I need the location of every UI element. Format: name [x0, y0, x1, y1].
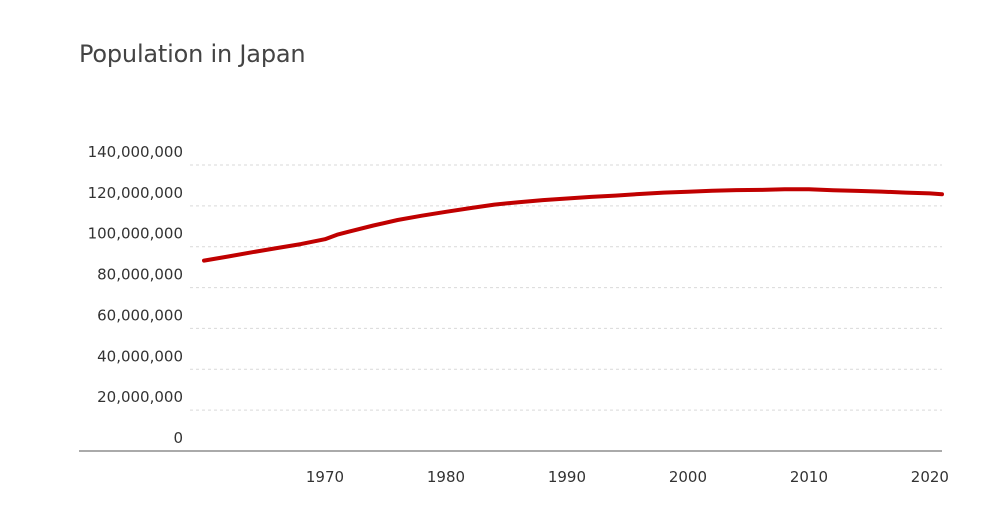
y-tick-label: 80,000,000	[97, 266, 183, 284]
series-line	[202, 187, 944, 263]
y-tick-label: 0	[173, 429, 183, 447]
y-axis-tick-labels: 0 20,000,000 40,000,000 60,000,000 80,000,00…	[88, 143, 183, 447]
series-layer	[202, 187, 944, 263]
x-tick-label: 1970	[306, 468, 344, 486]
y-tick-label: 140,000,000	[88, 143, 183, 161]
x-tick-label: 2000	[669, 468, 707, 486]
y-tick-label: 120,000,000	[88, 184, 183, 202]
y-tick-label: 100,000,000	[88, 225, 183, 243]
x-tick-label: 2010	[790, 468, 828, 486]
grid-layer	[190, 164, 942, 411]
chart-title: Population in Japan	[79, 40, 306, 68]
y-tick-label: 40,000,000	[97, 347, 183, 365]
y-tick-label: 60,000,000	[97, 306, 183, 324]
x-tick-label: 2020	[911, 468, 949, 486]
x-axis-tick-labels: 1970 1980 1990 2000 2010 2020	[306, 468, 949, 486]
x-tick-label: 1980	[427, 468, 465, 486]
y-tick-label: 20,000,000	[97, 388, 183, 406]
x-tick-label: 1990	[548, 468, 586, 486]
